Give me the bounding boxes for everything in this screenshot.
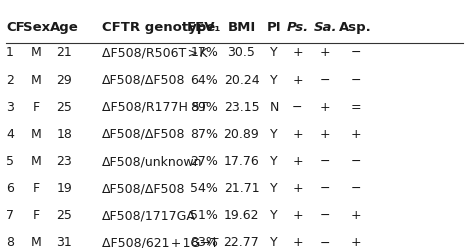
Text: 23: 23 [56,155,72,168]
Text: F: F [33,101,40,114]
Text: +: + [320,46,331,60]
Text: 3: 3 [6,101,14,114]
Text: +: + [292,46,303,60]
Text: −: − [320,182,331,195]
Text: 19.62: 19.62 [224,209,259,222]
Text: Y: Y [270,74,278,87]
Text: 64%: 64% [190,74,218,87]
Text: 25: 25 [56,209,72,222]
Text: ΔF508/ΔF508: ΔF508/ΔF508 [102,74,185,87]
Text: 1: 1 [6,46,14,60]
Text: 17%: 17% [190,46,218,60]
Text: 54%: 54% [190,182,218,195]
Text: 21: 21 [56,46,72,60]
Text: ΔF508/621 + 1G→T: ΔF508/621 + 1G→T [102,237,218,248]
Text: Y: Y [270,182,278,195]
Text: F: F [33,182,40,195]
Text: +: + [350,128,361,141]
Text: Y: Y [270,155,278,168]
Text: −: − [350,182,361,195]
Text: −: − [350,74,361,87]
Text: 7: 7 [6,209,14,222]
Text: Sex: Sex [23,21,50,34]
Text: +: + [350,209,361,222]
Text: =: = [350,101,361,114]
Text: BMI: BMI [227,21,256,34]
Text: +: + [292,74,303,87]
Text: 87%: 87% [190,128,218,141]
Text: 5: 5 [6,155,14,168]
Text: +: + [292,237,303,248]
Text: F: F [33,209,40,222]
Text: ΔF508/ΔF508: ΔF508/ΔF508 [102,128,185,141]
Text: Y: Y [270,128,278,141]
Text: N: N [270,101,279,114]
Text: Asp.: Asp. [340,21,372,34]
Text: 25: 25 [56,101,72,114]
Text: 83%: 83% [190,237,218,248]
Text: −: − [320,209,331,222]
Text: 89%: 89% [190,101,218,114]
Text: 27%: 27% [190,155,218,168]
Text: ΔF508/R177H 5T: ΔF508/R177H 5T [102,101,207,114]
Text: −: − [350,155,361,168]
Text: 2: 2 [6,74,14,87]
Text: −: − [350,46,361,60]
Text: +: + [292,182,303,195]
Text: 8: 8 [6,237,14,248]
Text: 30.5: 30.5 [227,46,256,60]
Text: Y: Y [270,209,278,222]
Text: M: M [31,46,42,60]
Text: 17.76: 17.76 [224,155,259,168]
Text: 31: 31 [56,237,72,248]
Text: Sa.: Sa. [314,21,337,34]
Text: ΔF508/ΔF508: ΔF508/ΔF508 [102,182,185,195]
Text: M: M [31,128,42,141]
Text: ΔF508/unknown: ΔF508/unknown [102,155,202,168]
Text: PI: PI [267,21,281,34]
Text: FEV₁: FEV₁ [187,21,221,34]
Text: +: + [350,237,361,248]
Text: M: M [31,237,42,248]
Text: +: + [292,155,303,168]
Text: −: − [320,155,331,168]
Text: +: + [292,128,303,141]
Text: −: − [320,74,331,87]
Text: −: − [292,101,303,114]
Text: +: + [320,101,331,114]
Text: 6: 6 [6,182,14,195]
Text: 18: 18 [56,128,72,141]
Text: +: + [292,209,303,222]
Text: 20.24: 20.24 [224,74,259,87]
Text: 4: 4 [6,128,14,141]
Text: Y: Y [270,237,278,248]
Text: ΔF508/R506T > K: ΔF508/R506T > K [102,46,207,60]
Text: M: M [31,155,42,168]
Text: 29: 29 [56,74,72,87]
Text: M: M [31,74,42,87]
Text: CFTR genotype: CFTR genotype [102,21,215,34]
Text: 51%: 51% [190,209,218,222]
Text: 23.15: 23.15 [224,101,259,114]
Text: 20.89: 20.89 [224,128,259,141]
Text: 22.77: 22.77 [224,237,259,248]
Text: CF: CF [6,21,25,34]
Text: ΔF508/1717GA: ΔF508/1717GA [102,209,196,222]
Text: 21.71: 21.71 [224,182,259,195]
Text: 19: 19 [56,182,72,195]
Text: +: + [320,128,331,141]
Text: Y: Y [270,46,278,60]
Text: −: − [320,237,331,248]
Text: Ps.: Ps. [287,21,309,34]
Text: Age: Age [50,21,79,34]
